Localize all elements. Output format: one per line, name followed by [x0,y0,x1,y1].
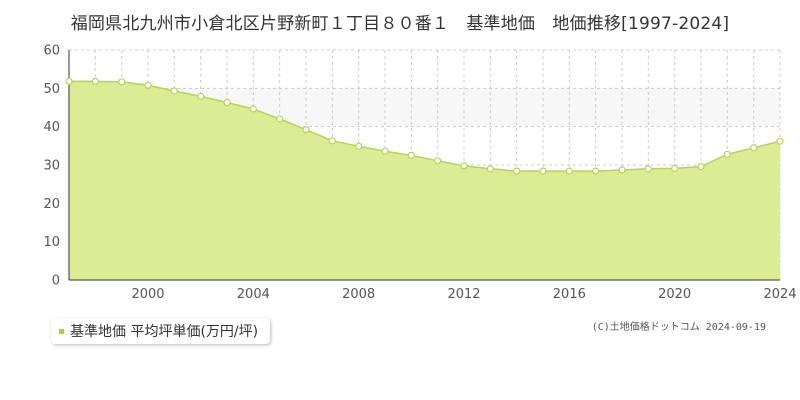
plot-area: 0 10 20 30 40 50 60 2000 2004 2008 2012 2016 2020 202… [43,44,796,303]
data-point [723,150,731,158]
data-point [513,167,521,175]
x-tick-label: 2000 [131,287,164,302]
data-point [407,151,415,159]
data-point [328,137,336,145]
data-point [486,165,494,173]
data-point [460,162,468,170]
data-point [618,166,626,174]
y-tick-label: 40 [43,120,60,135]
data-point [381,147,389,155]
data-point [355,142,363,150]
x-tick-label: 2020 [658,287,691,302]
data-point [671,164,679,172]
data-point [118,78,126,86]
data-point [197,92,205,101]
y-tick-label: 20 [43,197,60,212]
y-tick-label: 10 [43,235,60,250]
data-point [276,115,284,123]
data-point [644,165,652,173]
credit-text: (C)土地価格ドットコム 2024-09-19 [591,322,766,333]
data-point [776,137,784,145]
data-point [592,167,600,175]
series-line [69,80,781,172]
data-point [91,77,99,86]
data-point [434,157,442,165]
y-tick-label: 0 [52,274,60,289]
y-tick-label: 30 [43,159,60,174]
x-tick-label: 2008 [342,287,375,302]
data-point [144,81,152,89]
data-point [539,167,547,175]
y-tick-label: 50 [43,82,60,97]
page-title: 福岡県北九州市小倉北区片野新町１丁目８０番１ 基準地価 地価推移[1997-20… [70,14,730,34]
x-tick-label: 2024 [763,287,796,302]
x-tick-label: 2004 [237,287,270,302]
data-point [302,126,310,134]
data-point [170,87,178,95]
data-point [750,144,758,152]
data-point [65,77,73,86]
data-point [697,162,705,171]
data-point [249,105,257,113]
x-tick-label: 2012 [447,287,480,302]
y-tick-label: 60 [43,44,60,59]
legend-marker-icon [59,328,64,334]
legend-label: 基準地価 平均坪単価(万円/坪) [70,324,259,340]
data-point [223,98,231,107]
x-tick-label: 2016 [553,287,586,302]
legend[interactable]: 基準地価 平均坪単価(万円/坪) [51,318,271,344]
series-area [69,81,780,281]
data-point [565,167,573,175]
